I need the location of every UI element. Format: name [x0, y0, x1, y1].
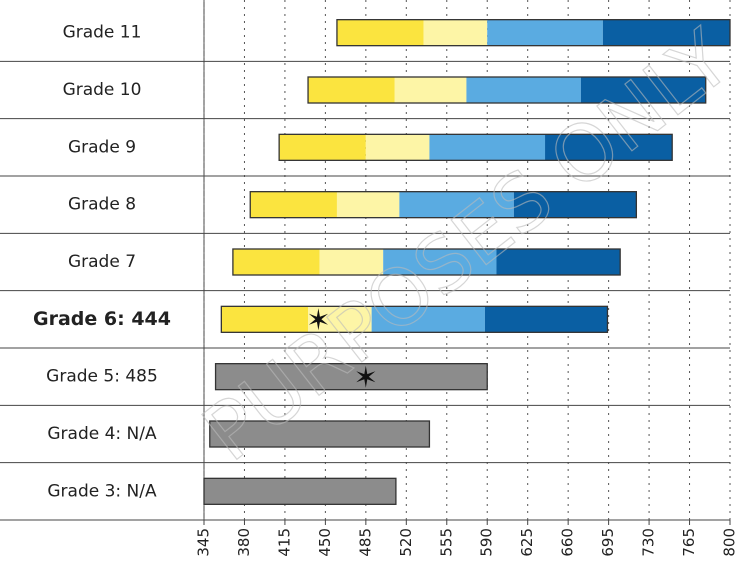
- bar-segment: [383, 249, 497, 275]
- x-tick-label: 590: [478, 528, 496, 557]
- bar-segment: [209, 421, 430, 447]
- x-tick-label: 625: [518, 528, 536, 557]
- bar-segment: [250, 191, 337, 218]
- bar-segment: [423, 19, 488, 46]
- x-tick-label: 485: [356, 528, 374, 557]
- bar-segment: [513, 191, 637, 218]
- bar-segment: [204, 478, 396, 505]
- x-tick-label: 345: [195, 528, 213, 557]
- x-tick-label: 800: [721, 528, 739, 557]
- bar-outline: [278, 133, 673, 161]
- bar-segment: [232, 249, 320, 275]
- bar-outline: [209, 420, 431, 448]
- x-tick-label: 660: [559, 528, 577, 557]
- bar-segment: [215, 363, 488, 390]
- x-tick-label: 730: [640, 528, 658, 557]
- x-tick-label: 380: [235, 528, 253, 557]
- bar-outline: [220, 305, 609, 333]
- row-label: Grade 3: N/A: [47, 481, 157, 501]
- bar-outline: [232, 248, 621, 276]
- bar-segment: [487, 19, 603, 46]
- x-tick-label: 555: [437, 528, 455, 557]
- bar-segment: [221, 306, 309, 333]
- row-label: Grade 11: [63, 23, 142, 43]
- bar-segment: [545, 134, 673, 161]
- x-tick-label: 695: [599, 528, 617, 557]
- row-label: Grade 4: N/A: [47, 424, 157, 444]
- x-tick-label: 415: [275, 528, 293, 557]
- bar-segment: [399, 191, 514, 218]
- bar-segment: [336, 191, 400, 218]
- bar-segment: [308, 77, 395, 103]
- row-label: Grade 6: 444: [33, 308, 171, 330]
- bar-segment: [580, 77, 706, 103]
- bar-segment: [394, 77, 467, 103]
- bar-segment: [429, 134, 546, 161]
- bar-segment: [336, 19, 424, 46]
- bar-segment: [279, 134, 366, 161]
- bar-segment: [496, 249, 621, 275]
- bar-segment: [365, 134, 430, 161]
- score-star: [308, 308, 328, 331]
- bar-segment: [602, 19, 730, 46]
- bar-outline: [307, 76, 707, 104]
- x-tick-label: 765: [680, 528, 698, 557]
- bar-segment: [371, 306, 485, 333]
- bar-segment: [466, 77, 581, 103]
- bar-outline: [336, 19, 731, 47]
- row-label: Grade 5: 485: [46, 367, 158, 387]
- bar-outline: [214, 363, 488, 391]
- score-star: [356, 365, 376, 388]
- bar-segment: [484, 306, 608, 333]
- bar-outline: [203, 477, 397, 505]
- row-label: Grade 9: [68, 137, 136, 157]
- bar-outline: [249, 191, 638, 219]
- row-label: Grade 8: [68, 195, 136, 215]
- bar-segment: [319, 249, 384, 275]
- x-tick-label: 450: [316, 528, 334, 557]
- row-label: Grade 7: [68, 252, 136, 272]
- row-label: Grade 10: [63, 80, 142, 100]
- x-tick-label: 520: [397, 528, 415, 557]
